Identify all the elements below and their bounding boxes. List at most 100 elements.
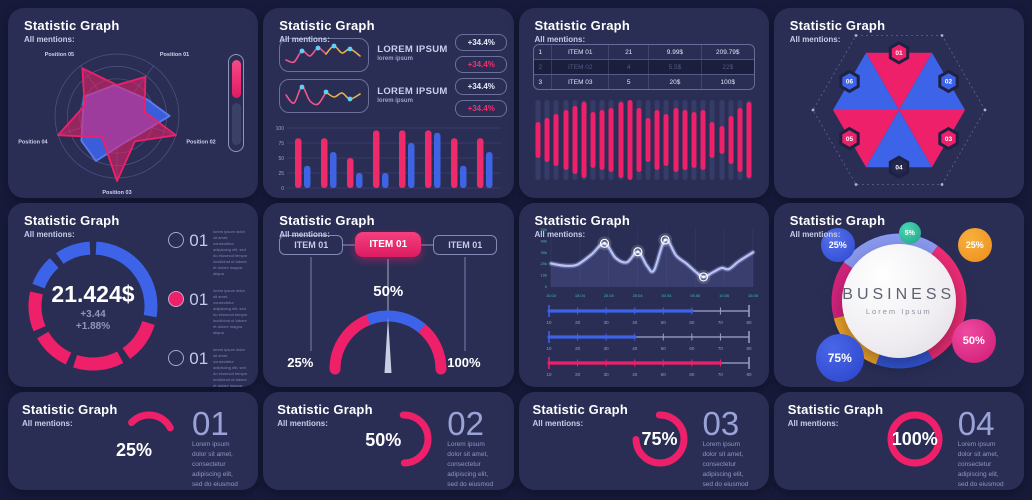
hexagon-badge bbox=[888, 41, 909, 65]
progress-card-3: Statistic Graph All mentions: 75% 03 Lor… bbox=[518, 392, 769, 490]
stat-badge: +34.4% bbox=[455, 78, 508, 95]
bar-blue bbox=[460, 165, 467, 188]
panel-title: Statistic Graph bbox=[279, 18, 375, 33]
waveform-bar bbox=[580, 100, 587, 180]
hexagon-badge bbox=[938, 69, 959, 94]
svg-text:0: 0 bbox=[281, 186, 284, 192]
waveform-bar bbox=[709, 100, 716, 180]
waveform-bar bbox=[635, 100, 642, 180]
panel-subtitle: All mentions: bbox=[534, 230, 586, 239]
bar-blue bbox=[408, 143, 415, 188]
waveform-bar bbox=[608, 100, 615, 180]
range-sliders: 10 20 30 40 50 60 70 80 10 20 30 40 50 60 70 80 10 20 30 40… bbox=[519, 303, 769, 381]
hexagon-segment bbox=[865, 52, 932, 110]
table-row[interactable]: 2 ITEM 02 4 5.5$ 22$ bbox=[533, 59, 754, 74]
progress-ring-chart bbox=[121, 411, 177, 467]
svg-text:40k: 40k bbox=[540, 238, 546, 243]
hexagon-badge bbox=[888, 155, 909, 179]
panel-title: Statistic Graph bbox=[24, 213, 120, 228]
svg-text:50: 50 bbox=[660, 320, 666, 325]
svg-text:20.04: 20.04 bbox=[603, 293, 614, 298]
progress-ring-chart bbox=[632, 411, 687, 467]
svg-text:02: 02 bbox=[945, 79, 953, 86]
table-cell: 5.5$ bbox=[648, 60, 701, 74]
panel-title: Statistic Graph bbox=[532, 402, 628, 417]
svg-text:05: 05 bbox=[846, 136, 854, 143]
waveform-bar bbox=[617, 100, 624, 180]
gauge-segment bbox=[329, 314, 374, 375]
svg-text:40: 40 bbox=[632, 346, 638, 351]
vertical-slider-fill[interactable] bbox=[231, 60, 241, 98]
gauge-segment bbox=[366, 310, 426, 333]
range-slider[interactable]: 10 20 30 40 50 60 70 80 bbox=[519, 329, 769, 355]
grouped-bar-chart: 100 75 50 25 0 bbox=[276, 126, 502, 192]
item-button[interactable]: ITEM 01 bbox=[433, 235, 498, 255]
donut-segment bbox=[56, 241, 91, 264]
donut-total-value: 21.424$ bbox=[51, 280, 135, 307]
gauge-panel: Statistic Graph All mentions: ITEM 01 IT… bbox=[263, 203, 514, 387]
svg-text:04: 04 bbox=[895, 164, 903, 171]
svg-text:0: 0 bbox=[544, 284, 547, 289]
progress-description: 01 Lorem ipsum dolor sit amet, consectet… bbox=[192, 407, 244, 490]
waveform-bar bbox=[590, 100, 597, 180]
hexagon-badge bbox=[839, 69, 860, 94]
radio-icon[interactable] bbox=[168, 232, 185, 248]
svg-text:25.04: 25.04 bbox=[632, 293, 643, 298]
waveform-bar bbox=[535, 100, 542, 180]
table-cell: 5 bbox=[608, 75, 648, 89]
item-button[interactable]: ITEM 01 bbox=[279, 235, 344, 255]
sparkline-box-1 bbox=[279, 38, 370, 72]
svg-text:01: 01 bbox=[895, 50, 903, 57]
range-slider[interactable]: 10 20 30 40 50 60 70 80 bbox=[519, 355, 769, 381]
donut-segment bbox=[37, 331, 72, 365]
range-slider[interactable]: 10 20 30 40 50 60 70 80 bbox=[519, 303, 769, 329]
items-table: 1 ITEM 01 21 9.99$ 209.79$ 2 ITEM 02 4 5.5$ 22$ 3 I… bbox=[532, 44, 755, 90]
sparkline-box-2 bbox=[279, 79, 370, 113]
svg-text:20k: 20k bbox=[540, 261, 546, 266]
bar-pink bbox=[347, 158, 354, 188]
svg-text:03: 03 bbox=[945, 136, 953, 143]
table-cell: 22$ bbox=[700, 60, 754, 74]
panel-subtitle: All mentions: bbox=[534, 35, 586, 44]
progress-card-1: Statistic Graph All mentions: 25% 01 Lor… bbox=[8, 392, 259, 490]
waveform-bar bbox=[727, 100, 734, 180]
bar-pink bbox=[451, 138, 458, 188]
svg-text:20: 20 bbox=[575, 320, 581, 325]
radio-icon-selected[interactable] bbox=[168, 291, 185, 307]
radio-icon[interactable] bbox=[168, 350, 185, 366]
progress-card-4: Statistic Graph All mentions: 100% 04 Lo… bbox=[773, 392, 1024, 490]
caption-title: LOREM IPSUM bbox=[377, 86, 448, 97]
waveform-bar bbox=[599, 100, 606, 180]
table-row[interactable]: 1 ITEM 01 21 9.99$ 209.79$ bbox=[534, 45, 754, 59]
waveform-bar bbox=[571, 100, 578, 180]
svg-text:30k: 30k bbox=[540, 250, 546, 255]
waveform-bar bbox=[690, 100, 697, 180]
table-row[interactable]: 3 ITEM 03 5 20$ 100$ bbox=[533, 74, 754, 89]
table-cell: 1 bbox=[538, 48, 543, 56]
panel-title: Statistic Graph bbox=[277, 402, 373, 417]
svg-text:100: 100 bbox=[276, 126, 285, 132]
item-button-active[interactable]: ITEM 01 bbox=[355, 232, 422, 257]
step-text: Lorem ipsum dolor sit amet, consectetur … bbox=[702, 441, 749, 489]
svg-text:20: 20 bbox=[575, 372, 581, 377]
bar-blue bbox=[486, 152, 493, 188]
business-subtitle: Lorem Ipsum bbox=[865, 307, 932, 316]
svg-text:60: 60 bbox=[689, 346, 695, 351]
waveform-bar bbox=[553, 100, 560, 180]
panel-subtitle: All mentions: bbox=[277, 419, 328, 428]
vertical-slider[interactable] bbox=[228, 54, 245, 152]
percent-bubble-50: 50% bbox=[951, 319, 996, 363]
bar-blue bbox=[356, 173, 363, 188]
progress-description: 03 Lorem ipsum dolor sit amet, consectet… bbox=[702, 407, 755, 490]
svg-text:10: 10 bbox=[546, 320, 552, 325]
panel-title: Statistic Graph bbox=[534, 18, 630, 33]
svg-text:06: 06 bbox=[846, 79, 854, 86]
radar-axis-label: Position 01 bbox=[160, 52, 189, 58]
gauge-segment bbox=[416, 322, 447, 375]
panel-subtitle: All mentions: bbox=[279, 230, 330, 239]
business-ring-arc bbox=[875, 349, 933, 369]
bar-pink bbox=[399, 130, 406, 188]
panel-title: Statistic Graph bbox=[22, 402, 118, 417]
vertical-slider-track[interactable] bbox=[231, 103, 241, 145]
sparkline-caption-2: LOREM IPSUM lorem ipsum bbox=[377, 86, 457, 104]
